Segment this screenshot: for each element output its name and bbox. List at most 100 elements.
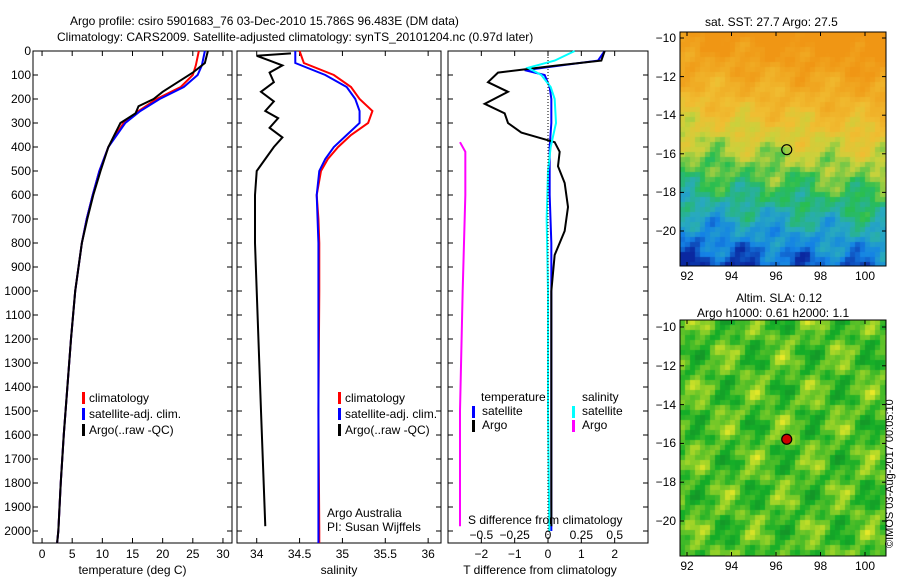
- lat-tick-label: −14: [655, 108, 676, 123]
- lat-tick-label: −18: [655, 185, 676, 200]
- lon-tick-label: 100: [854, 269, 876, 283]
- y-tick-label: 200: [10, 92, 31, 106]
- x2-tick-label: 0.25: [569, 528, 594, 542]
- lat-tick-label: −18: [655, 475, 676, 490]
- x-tick-label: 15: [125, 547, 140, 561]
- lon-tick-label: 98: [813, 559, 828, 573]
- x-tick-label: 0: [544, 547, 552, 561]
- legend-swatch: [82, 408, 85, 420]
- lat-tick-label: −10: [655, 31, 676, 45]
- series-line-s-argo: [459, 141, 467, 527]
- legend-label: Argo: [582, 418, 608, 432]
- title-line-1: Argo profile: csiro 5901683_76 03-Dec-20…: [70, 14, 459, 28]
- lat-tick-label: −10: [655, 320, 676, 334]
- lon-tick-label: 96: [769, 269, 783, 283]
- title-line-2: Climatology: CARS2009. Satellite-adjuste…: [57, 30, 534, 44]
- y-tick-label: 1600: [4, 428, 31, 442]
- argo-position-marker: [781, 144, 793, 156]
- x-tick-label: 2: [611, 547, 618, 561]
- argo-position-marker: [781, 433, 793, 445]
- x-tick-label: 35.5: [373, 547, 397, 561]
- sst-map: [680, 32, 886, 266]
- y-tick-label: 700: [10, 212, 31, 226]
- lon-tick-label: 94: [724, 269, 739, 283]
- map-frame: [679, 31, 887, 267]
- plot-frame: [236, 50, 442, 544]
- copyright: ©IMOS 03-Aug-2017 00:05:10: [884, 399, 896, 548]
- lat-tick-label: −20: [655, 224, 676, 238]
- lat-tick-label: −16: [655, 436, 676, 451]
- lat-tick-label: −12: [655, 358, 676, 373]
- legend-label: satellite-adj. clim.: [89, 407, 182, 421]
- y-tick-label: 800: [10, 236, 31, 250]
- lat-tick-label: −20: [655, 514, 676, 528]
- legend-label: Argo: [482, 418, 508, 432]
- y-tick-label: 2000: [4, 524, 31, 538]
- y-tick-label: 1400: [4, 380, 31, 394]
- legend-label: satellite: [582, 404, 623, 418]
- legend-swatch: [338, 408, 341, 420]
- map-title: Altim. SLA: 0.12: [736, 291, 823, 305]
- lon-tick-label: 94: [724, 559, 739, 573]
- series-line-satellite-adj-clim-: [294, 51, 361, 543]
- lon-tick-label: 100: [854, 559, 876, 573]
- legend-swatch: [572, 420, 575, 432]
- x-tick-label: 0: [38, 547, 46, 561]
- map-frame: [679, 319, 887, 557]
- legend-swatch: [472, 420, 475, 432]
- y-tick-label: 300: [10, 116, 31, 130]
- lon-tick-label: 96: [769, 559, 783, 573]
- y-tick-label: 1700: [4, 452, 31, 466]
- annotation: Argo Australia: [327, 506, 402, 520]
- lat-tick-label: −12: [655, 69, 676, 84]
- x2-tick-label: −0.5: [469, 528, 494, 542]
- legend-swatch: [82, 424, 85, 436]
- y-tick-label: 500: [10, 164, 31, 178]
- y-tick-label: 600: [10, 188, 31, 202]
- legend-label: climatology: [89, 391, 150, 405]
- x2-axis-label: S difference from climatology: [468, 513, 623, 527]
- legend-label: satellite: [482, 404, 523, 418]
- lon-tick-label: 92: [680, 559, 694, 573]
- y-tick-label: 900: [10, 260, 31, 274]
- y-tick-label: 0: [24, 44, 31, 58]
- map-subtitle: Argo h1000: 0.61 h2000: 1.1: [697, 306, 850, 320]
- legend-swatch: [82, 392, 85, 404]
- x-axis-label: T difference from climatology: [463, 563, 617, 577]
- x-tick-label: 35: [335, 547, 350, 561]
- lon-tick-label: 98: [813, 269, 828, 283]
- x-tick-label: 36: [421, 547, 435, 561]
- series-line-argo-raw-qc-: [254, 52, 292, 527]
- map-title: sat. SST: 27.7 Argo: 27.5: [705, 15, 838, 29]
- y-tick-label: 1000: [4, 284, 31, 298]
- series-line-t-argo: [482, 50, 606, 527]
- x-tick-label: −2: [474, 547, 489, 561]
- x-tick-label: 30: [216, 547, 230, 561]
- y-tick-label: 1900: [4, 500, 31, 514]
- x-tick-label: 25: [186, 547, 200, 561]
- lat-tick-label: −16: [655, 146, 676, 161]
- legend-swatch: [338, 392, 341, 404]
- x-tick-label: 34: [250, 547, 264, 561]
- series-line-argo-raw-qc-: [56, 50, 209, 544]
- legend-label: satellite-adj. clim.: [345, 407, 438, 421]
- x-tick-label: 5: [68, 547, 76, 561]
- legend-title: temperature: [481, 390, 546, 404]
- x-tick-label: −1: [507, 547, 522, 561]
- x-axis-label: salinity: [320, 563, 358, 577]
- legend-title: salinity: [582, 390, 619, 404]
- annotation: PI: Susan Wijffels: [327, 520, 421, 534]
- y-tick-label: 1300: [4, 356, 31, 370]
- x-tick-label: 34.5: [287, 547, 312, 561]
- lon-tick-label: 92: [680, 269, 694, 283]
- legend-label: Argo(..raw -QC): [89, 423, 174, 437]
- legend-swatch: [572, 406, 575, 418]
- legend-swatch: [472, 406, 475, 418]
- legend-label: Argo(..raw -QC): [345, 423, 430, 437]
- lat-tick-label: −14: [655, 397, 676, 412]
- x-tick-label: 1: [577, 547, 585, 561]
- x-axis-label: temperature (deg C): [78, 563, 187, 577]
